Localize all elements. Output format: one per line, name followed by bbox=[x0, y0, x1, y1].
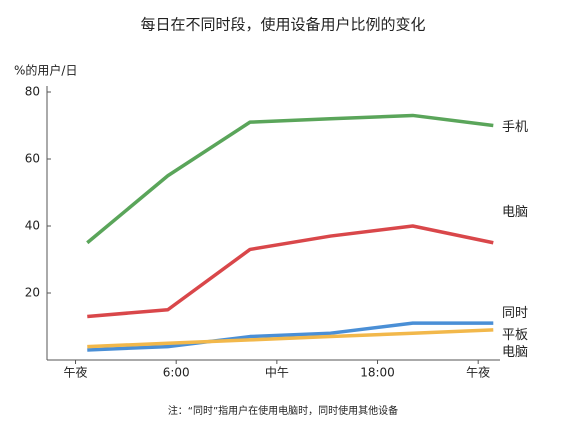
series-label: 同时 bbox=[502, 305, 529, 321]
y-axis-label: %的用户/日 bbox=[14, 63, 77, 78]
y-tick-label: 80 bbox=[25, 85, 40, 99]
x-tick-label: 午夜 bbox=[64, 365, 88, 380]
series-line bbox=[86, 113, 494, 245]
y-tick-label: 20 bbox=[25, 286, 40, 300]
x-tick-label: 6:00 bbox=[163, 366, 190, 380]
x-tick-label: 18:00 bbox=[360, 366, 395, 380]
series-label: 电脑 bbox=[502, 205, 529, 221]
series-label: 手机 bbox=[502, 120, 529, 135]
note: 注：“同时”指用户在使用电脑时，同时使用其他设备 bbox=[168, 404, 398, 417]
series-line bbox=[87, 328, 494, 349]
series-line bbox=[87, 224, 494, 319]
chart-title: 每日在不同时段，使用设备用户比例的变化 bbox=[140, 16, 425, 34]
y-tick-label: 60 bbox=[25, 152, 40, 166]
y-tick-label: 40 bbox=[25, 219, 40, 233]
series-label: 平板电脑 bbox=[502, 327, 529, 360]
x-tick-label: 中午 bbox=[265, 365, 289, 380]
x-tick-label: 午夜 bbox=[466, 365, 490, 380]
series-line bbox=[87, 321, 494, 352]
